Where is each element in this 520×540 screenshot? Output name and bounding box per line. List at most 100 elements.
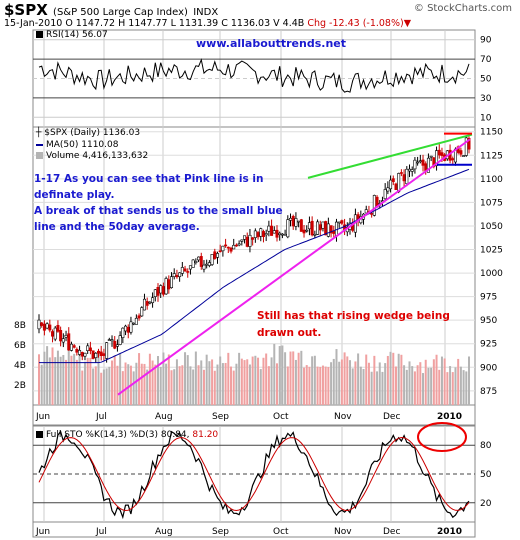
volume-bar bbox=[257, 357, 260, 405]
sto-highlight-ellipse bbox=[417, 422, 467, 452]
candle-body bbox=[40, 322, 44, 326]
candle-body bbox=[197, 256, 201, 261]
candle-body bbox=[240, 239, 244, 242]
rsi-tick-label: 90 bbox=[480, 36, 492, 46]
candle-body bbox=[316, 221, 320, 235]
volume-bar bbox=[430, 367, 433, 405]
price-tick-label: 925 bbox=[480, 340, 497, 350]
candle-body bbox=[99, 351, 103, 357]
volume-bar bbox=[438, 369, 441, 405]
volume-bar bbox=[40, 364, 43, 405]
candle-body bbox=[283, 233, 287, 236]
volume-legend: Volume 4,416,133,632 bbox=[36, 151, 148, 161]
volume-bar bbox=[432, 359, 435, 405]
volume-bar bbox=[219, 356, 222, 405]
candle-body bbox=[294, 218, 298, 227]
price-tick-label: 1100 bbox=[480, 175, 503, 185]
volume-bar bbox=[313, 355, 316, 405]
volume-bar bbox=[119, 353, 122, 405]
volume-bar bbox=[43, 351, 46, 405]
volume-bar bbox=[397, 353, 400, 405]
candlestick-icon: ┼ bbox=[36, 128, 42, 138]
website-url[interactable]: www.allabouttrends.net bbox=[196, 37, 346, 50]
candle-body bbox=[78, 350, 82, 355]
candle-body bbox=[462, 155, 466, 157]
volume-bar bbox=[340, 359, 343, 405]
candle-body bbox=[386, 187, 390, 192]
volume-bar bbox=[211, 359, 214, 405]
volume-bar bbox=[300, 350, 303, 405]
candle-body bbox=[394, 183, 398, 190]
volume-bar bbox=[154, 364, 157, 405]
volume-bar bbox=[319, 366, 322, 405]
price-tick-label: 1050 bbox=[480, 222, 503, 232]
volume-bar bbox=[94, 366, 97, 405]
volume-bar bbox=[424, 359, 427, 405]
candle-body bbox=[405, 168, 409, 185]
volume-bar bbox=[54, 357, 57, 405]
candle-body bbox=[426, 157, 430, 173]
price-tick-label: 1025 bbox=[480, 246, 503, 256]
volume-bar bbox=[384, 363, 387, 405]
volume-bar bbox=[167, 354, 170, 405]
volume-bar bbox=[365, 354, 368, 405]
candle-body bbox=[178, 272, 182, 277]
x-tick-label: Jul bbox=[95, 412, 107, 422]
volume-bar bbox=[173, 369, 176, 405]
volume-bar bbox=[175, 359, 178, 405]
volume-bar bbox=[67, 347, 70, 405]
candle-body bbox=[413, 159, 417, 170]
candle-body bbox=[305, 229, 309, 232]
price-tick-label: 1000 bbox=[480, 269, 503, 279]
candle-body bbox=[132, 322, 136, 325]
candle-body bbox=[199, 256, 203, 267]
price-legend: ┼ $SPX (Daily) 1136.03 bbox=[36, 128, 141, 138]
volume-bar bbox=[81, 370, 84, 405]
candle-body bbox=[118, 335, 122, 345]
candle-body bbox=[237, 243, 241, 246]
candle-body bbox=[83, 352, 87, 357]
volume-bar bbox=[446, 372, 449, 405]
candle-body bbox=[183, 268, 187, 272]
candle-body bbox=[126, 326, 130, 333]
x-tick-label-bottom: Oct bbox=[273, 527, 289, 537]
candle-body bbox=[161, 286, 165, 295]
volume-bar bbox=[427, 367, 430, 405]
candle-body bbox=[164, 278, 168, 295]
candle-body bbox=[224, 244, 228, 247]
x-tick-label: Nov bbox=[334, 412, 352, 422]
volume-bar bbox=[349, 360, 352, 405]
candle-body bbox=[256, 232, 260, 238]
annotation-blue-line1: 1-17 As you can see that Pink line is in… bbox=[34, 173, 264, 201]
candle-body bbox=[159, 285, 163, 294]
brand-label[interactable]: © StockCharts.com bbox=[413, 3, 512, 14]
change-value: Chg -12.43 (-1.08%)▼ bbox=[307, 18, 412, 29]
candle-body bbox=[64, 335, 68, 338]
candle-body bbox=[440, 152, 444, 156]
volume-bar bbox=[75, 359, 78, 405]
candle-body bbox=[329, 225, 333, 234]
candle-body bbox=[42, 323, 46, 331]
candle-body bbox=[318, 224, 322, 231]
volume-bar bbox=[46, 346, 49, 405]
candle-body bbox=[302, 229, 306, 234]
candle-body bbox=[96, 350, 100, 354]
candle-body bbox=[418, 160, 422, 163]
candle-body bbox=[391, 178, 395, 183]
candle-body bbox=[370, 213, 374, 215]
x-tick-label: Jun bbox=[35, 412, 50, 422]
candle-body bbox=[59, 329, 63, 342]
volume-bar bbox=[316, 366, 319, 405]
candle-body bbox=[215, 253, 219, 258]
volume-bar bbox=[111, 360, 114, 405]
volume-bar bbox=[221, 363, 224, 405]
candle-body bbox=[435, 150, 439, 166]
month-axis-strip-bottom bbox=[32, 521, 476, 538]
candle-body bbox=[61, 338, 65, 343]
volume-bar bbox=[449, 366, 452, 405]
volume-bar bbox=[113, 355, 116, 405]
volume-bar bbox=[200, 360, 203, 405]
volume-tick-label: 2B bbox=[14, 381, 26, 391]
volume-bar bbox=[389, 351, 392, 405]
